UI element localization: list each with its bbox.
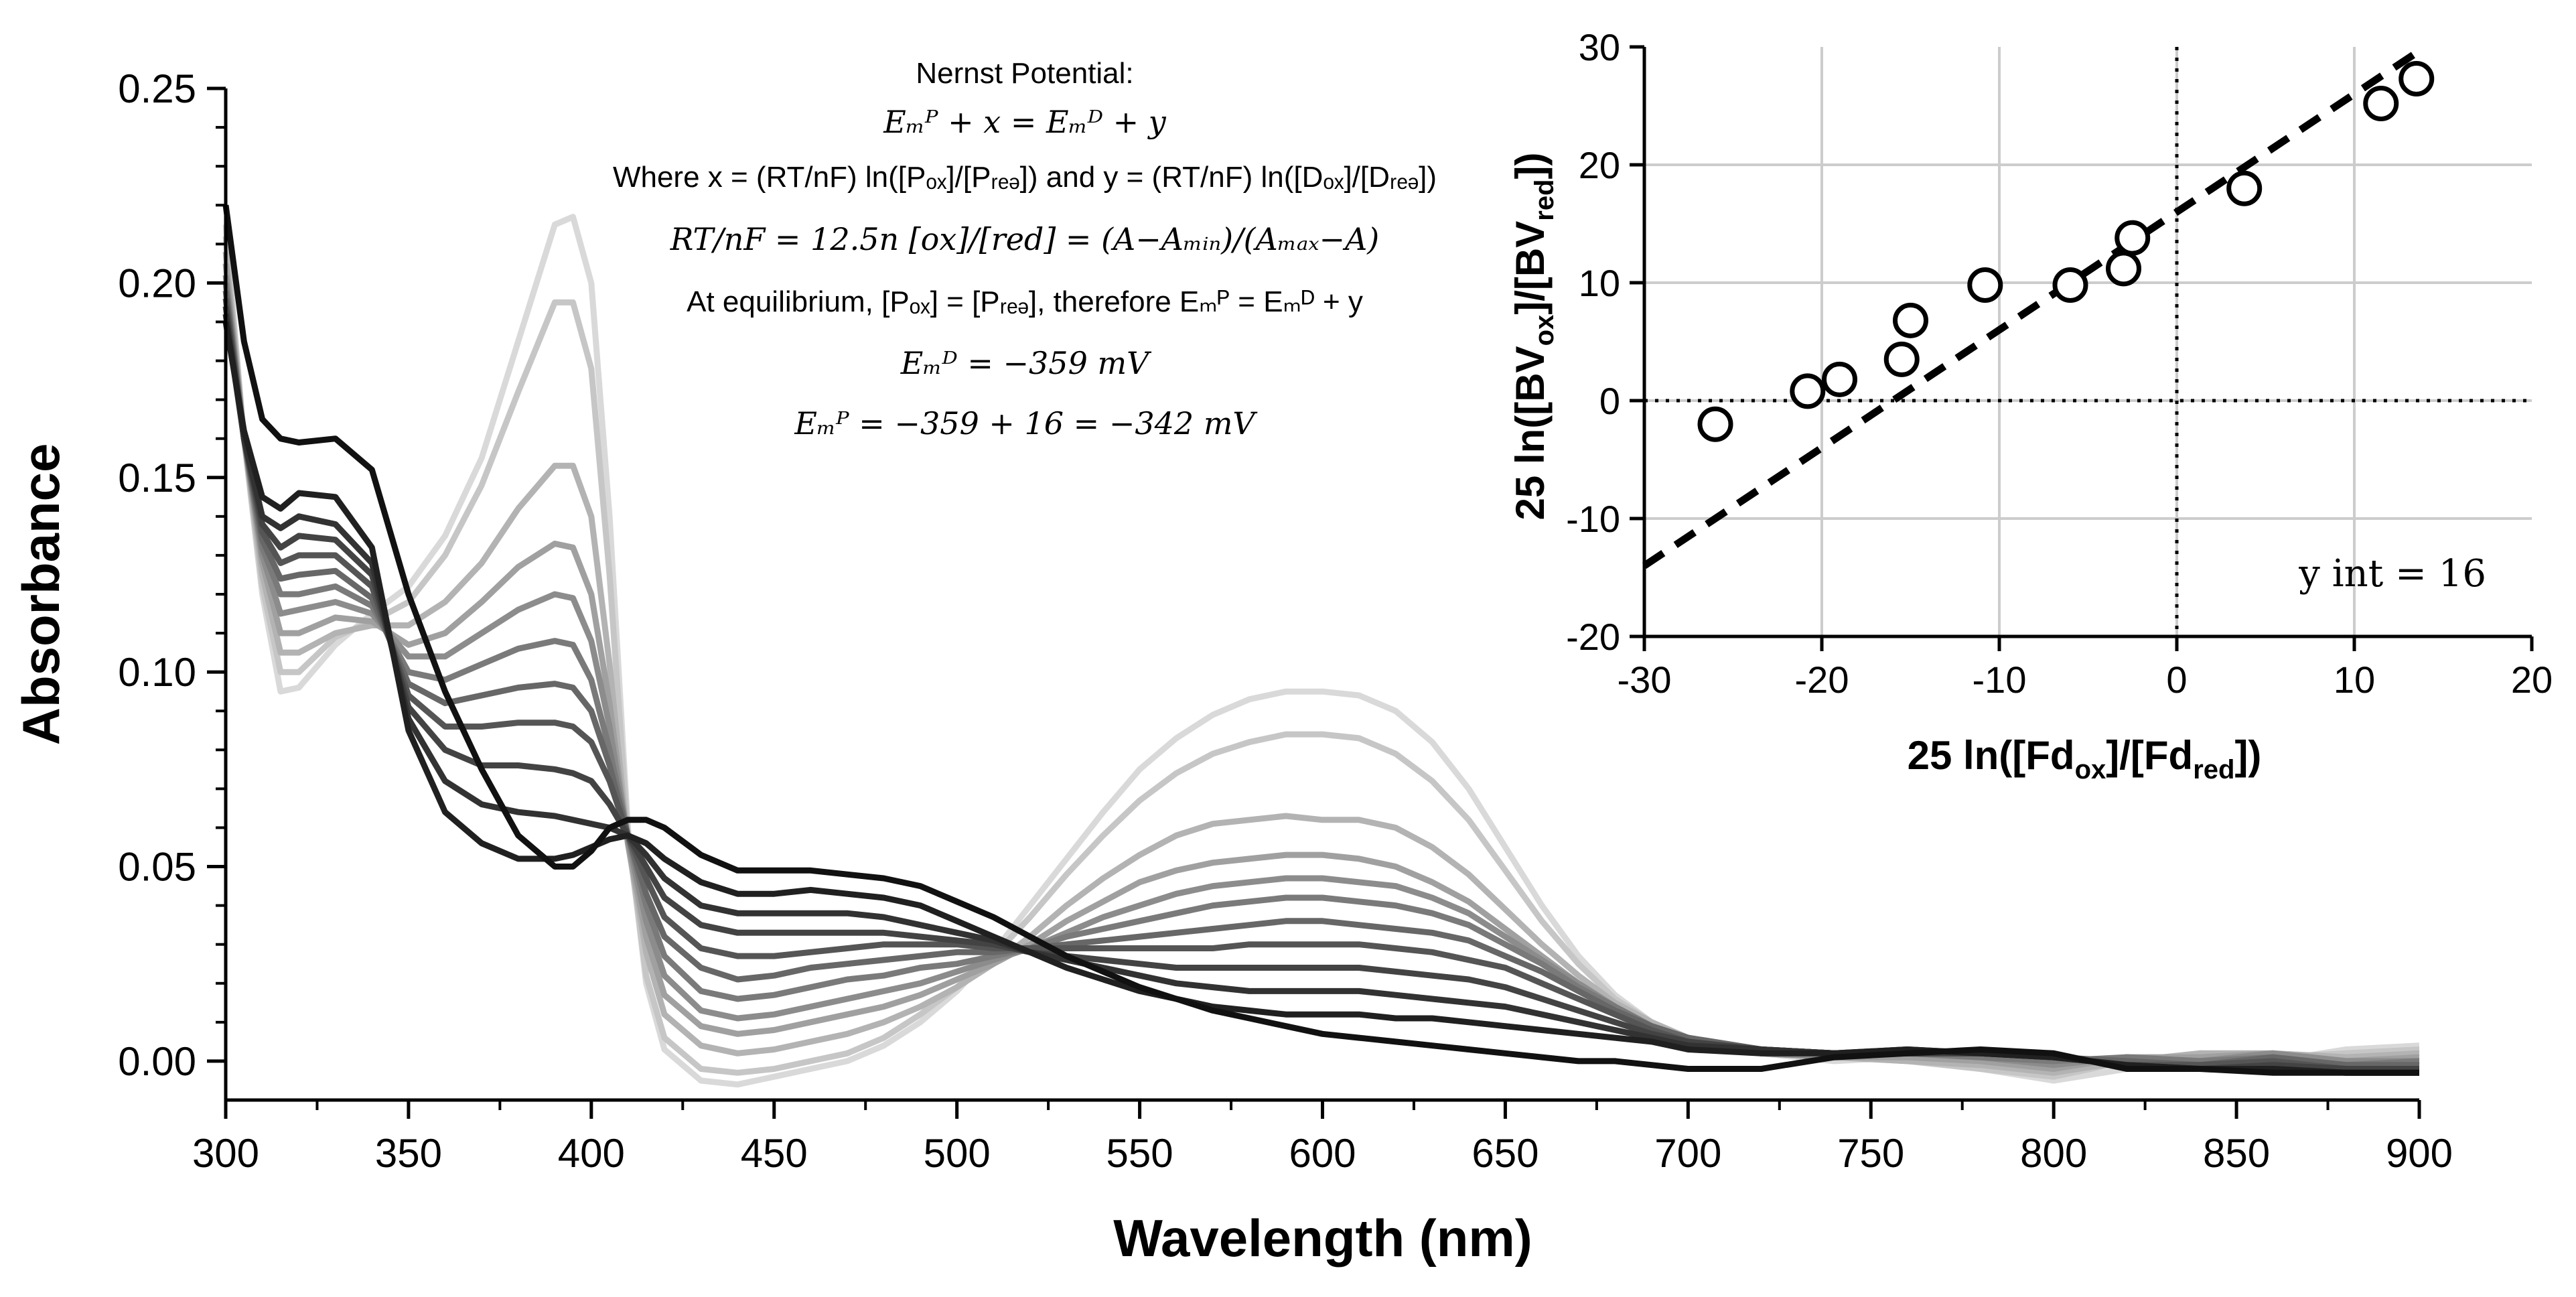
equation-line-1: Eₘᴾ + x = Eₘᴰ + y bbox=[883, 104, 1166, 140]
inset-y-label-part: ]/[BV bbox=[1508, 221, 1553, 315]
inset-x-tick-label: 10 bbox=[2334, 659, 2375, 701]
inset-x-tick-label: -20 bbox=[1795, 659, 1849, 701]
equation-line-3: RT/nF = 12.5n [ox]/[red] = (A−Aₘᵢₙ)/(Aₘₐ… bbox=[670, 221, 1380, 257]
inset-data-point bbox=[2363, 85, 2399, 121]
main-x-tick-label: 850 bbox=[2203, 1131, 2270, 1176]
inset-data-point bbox=[1967, 267, 2003, 303]
equation-line-6: Eₘᴾ = −359 + 16 = −342 mV bbox=[794, 405, 1255, 441]
inset-y-tick-label: -10 bbox=[1566, 498, 1620, 540]
inset-data-point bbox=[1883, 341, 1920, 377]
inset-data-point bbox=[2399, 61, 2435, 97]
main-y-tick-label: 0.10 bbox=[118, 650, 196, 695]
inset-data-point bbox=[2115, 220, 2151, 256]
inset-y-tick-label: 10 bbox=[1579, 262, 1620, 304]
inset-data-point bbox=[2106, 251, 2141, 287]
main-x-tick-label: 750 bbox=[1837, 1131, 1904, 1176]
main-y-tick-label: 0.00 bbox=[118, 1039, 196, 1084]
inset-x-axis-label: 25 ln([Fdox]/[Fdred]) bbox=[1908, 733, 2262, 784]
main-y-tick-label: 0.15 bbox=[118, 456, 196, 500]
main-y-axis-label: Absorbance bbox=[11, 443, 70, 746]
inset-x-tick-label: -10 bbox=[1973, 659, 2027, 701]
main-x-tick-label: 300 bbox=[192, 1131, 259, 1176]
inset-data-point bbox=[1790, 373, 1826, 409]
inset-fit-line bbox=[1642, 44, 2428, 569]
main-x-tick-label: 550 bbox=[1106, 1131, 1173, 1176]
inset-reference-lines bbox=[1644, 47, 2532, 636]
main-x-tick-label: 400 bbox=[558, 1131, 625, 1176]
inset-y-label-sub: ox bbox=[1530, 315, 1559, 346]
inset-x-label-sub: red bbox=[2193, 755, 2234, 784]
inset-points-group bbox=[1697, 61, 2435, 442]
spectrum-line-12 bbox=[222, 204, 2419, 1076]
main-x-tick-label: 450 bbox=[741, 1131, 808, 1176]
inset-data-point bbox=[2226, 170, 2263, 206]
equation-line-5: Eₘᴰ = −359 mV bbox=[900, 345, 1149, 381]
inset-x-tick-label: 0 bbox=[2166, 659, 2187, 701]
inset-y-tick-label: 20 bbox=[1579, 144, 1620, 186]
main-x-tick-label: 500 bbox=[924, 1131, 991, 1176]
inset-x-label-part: ]/[Fd bbox=[2106, 733, 2193, 778]
main-y-tick-label: 0.20 bbox=[118, 261, 196, 305]
inset-x-tick-label: -30 bbox=[1618, 659, 1672, 701]
main-y-tick-label: 0.25 bbox=[118, 66, 196, 111]
inset-y-tick-label: 30 bbox=[1579, 26, 1620, 68]
inset-y-tick-label: -20 bbox=[1566, 616, 1620, 658]
inset-y-axis-label: 25 ln([BVox]/[BVred]) bbox=[1508, 153, 1559, 521]
main-x-tick-label: 900 bbox=[2386, 1131, 2453, 1176]
inset-x-label-sub: ox bbox=[2075, 755, 2106, 784]
inset-axes bbox=[1642, 47, 2532, 638]
inset-grid bbox=[1644, 47, 2532, 636]
main-y-tick-label: 0.05 bbox=[118, 845, 196, 890]
inset-annotation: y int = 16 bbox=[2298, 552, 2486, 596]
inset-fit-line-group bbox=[1642, 44, 2428, 569]
main-x-tick-label: 800 bbox=[2020, 1131, 2087, 1176]
main-x-tick-label: 650 bbox=[1472, 1131, 1539, 1176]
inset-x-label-part: 25 ln([Fd bbox=[1908, 733, 2075, 778]
inset-data-point bbox=[1697, 406, 1733, 442]
spectra-series-group bbox=[222, 204, 2420, 1088]
equation-line-2: Where x = (RT/nF) ln([Pₒₓ]/[Pᵣₑₔ]) and y… bbox=[612, 161, 1437, 194]
main-x-tick-label: 700 bbox=[1654, 1131, 1721, 1176]
inset-y-label-sub: red bbox=[1530, 180, 1559, 221]
main-x-tick-label: 600 bbox=[1289, 1131, 1356, 1176]
main-x-tick-label: 350 bbox=[375, 1131, 442, 1176]
inset-x-label-part: ]) bbox=[2234, 733, 2261, 778]
inset-y-label-part: 25 ln([BV bbox=[1508, 346, 1553, 520]
equation-heading: Nernst Potential: bbox=[916, 57, 1134, 90]
inset-x-tick-label: 20 bbox=[2511, 659, 2553, 701]
inset-data-point bbox=[2052, 267, 2088, 303]
equation-line-4: At equilibrium, [Pₒₓ] = [Pᵣₑₔ], therefor… bbox=[687, 285, 1363, 318]
main-ticks: 300 350 400 450 500 550 600 650 700 750 800 850 900 0… bbox=[118, 66, 2453, 1176]
inset-data-point bbox=[1893, 302, 1928, 338]
spectrum-line-11 bbox=[222, 321, 2419, 1076]
inset-y-label-part: ]) bbox=[1508, 153, 1553, 180]
inset-y-tick-label: 0 bbox=[1599, 380, 1620, 422]
main-x-axis-label: Wavelength (nm) bbox=[1113, 1209, 1532, 1268]
inset-data-point bbox=[1822, 361, 1857, 397]
spectrum-line-10 bbox=[222, 314, 2419, 1076]
